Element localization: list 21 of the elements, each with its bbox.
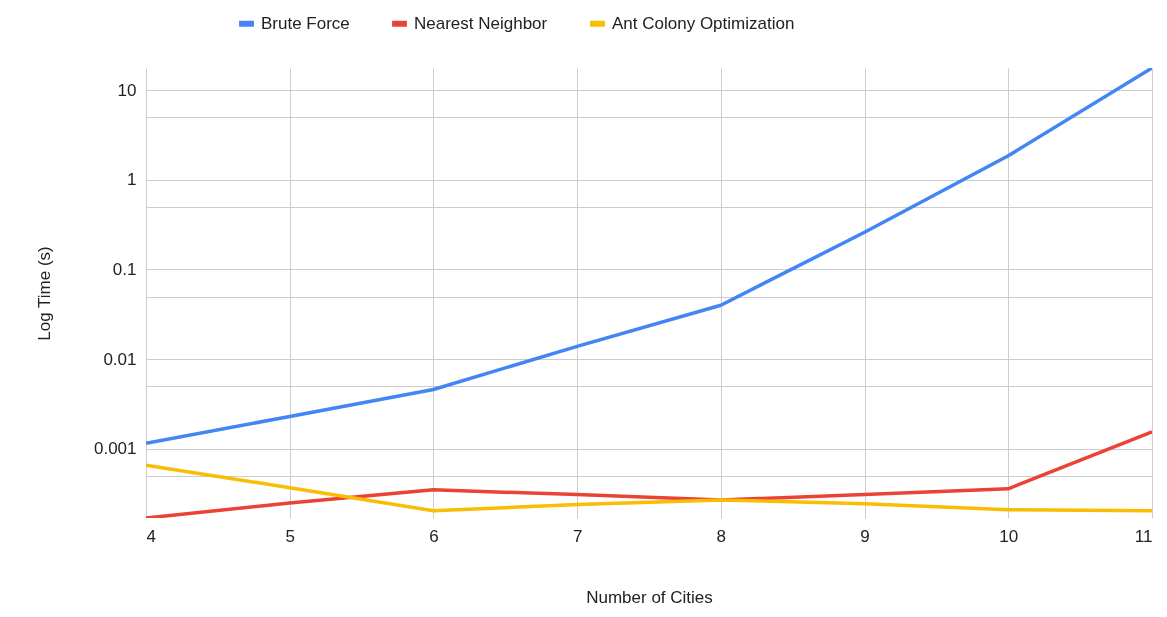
x-tick-label: 6: [429, 526, 439, 546]
x-axis-title: Number of Cities: [586, 587, 713, 607]
x-tick-label: 4: [146, 526, 156, 546]
y-tick-label: 0.1: [112, 259, 137, 279]
legend-label: Ant Colony Optimization: [612, 13, 795, 33]
x-tick-label: 7: [572, 526, 583, 546]
x-tick-label: 10: [999, 526, 1019, 546]
x-tick-label: 5: [285, 526, 295, 546]
line-series: [146, 430, 1152, 518]
y-tick-label: 0.001: [93, 439, 137, 459]
y-tick-label: 1: [127, 170, 137, 190]
y-tick-label: 0.01: [103, 349, 137, 369]
y-tick-label: 10: [117, 80, 137, 100]
x-tick-label: 8: [716, 526, 727, 546]
x-tick-label: 11: [1134, 526, 1153, 546]
legend-label: Brute Force: [261, 13, 350, 33]
x-tick-label: 9: [860, 526, 870, 546]
line-series: [146, 68, 1152, 445]
legend-label: Nearest Neighbor: [414, 13, 548, 33]
line-series: [146, 463, 1152, 513]
y-axis-title: Log Time (s): [34, 246, 54, 341]
